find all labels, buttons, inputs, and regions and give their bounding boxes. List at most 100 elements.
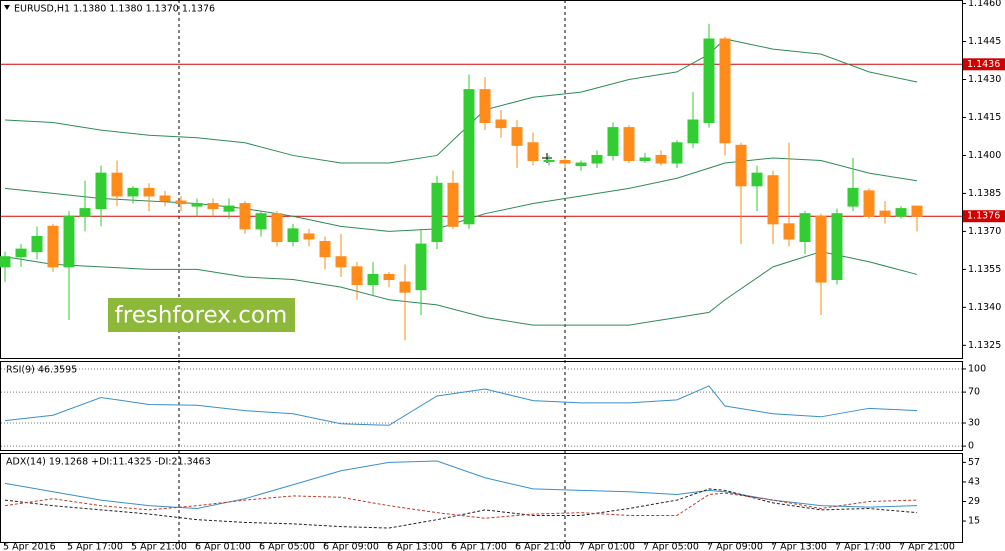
panel-title: ADX(14) 19.1268 +DI:11.4325 -DI:21.3463 [6,457,211,468]
x-tick-label: 5 Apr 21:00 [131,542,187,551]
x-tick-label: 6 Apr 21:00 [515,542,571,551]
candle-body [815,215,827,283]
candle-body [303,233,315,240]
indicator-line [4,492,918,519]
indicator-line [4,488,918,529]
candle-body [431,182,443,243]
y-tick-label: 1.1385 [968,188,1001,199]
candle-body [591,154,603,164]
candle-body [719,38,731,144]
candle-body [767,175,779,225]
candle-body [879,210,891,217]
y-tick-label: 70 [968,387,980,398]
candle-body [0,256,11,268]
y-tick-label: 30 [968,417,980,428]
indicator-line [4,385,918,426]
y-tick-label: 1.1460 [968,0,1001,9]
candle-body [607,127,619,156]
candle-body [447,182,459,227]
y-tick-label: 1.1400 [968,150,1001,161]
candle-body [543,160,555,163]
rsi-panel [0,361,963,451]
candle-body [799,213,811,243]
candle-body [655,154,667,164]
candle-body [255,213,267,230]
candle-body [639,157,651,162]
candle-body [159,195,171,202]
candle-body [671,142,683,164]
x-tick-label: 5 Apr 2016 [3,542,56,551]
x-tick-label: 6 Apr 05:00 [259,542,315,551]
candle-body [687,119,699,144]
level-label: 1.1436 [967,59,1000,70]
watermark: freshforex.com [115,303,288,329]
y-tick-label: 43 [968,476,980,487]
y-tick-label: 1.1355 [968,264,1001,275]
main-panel [0,0,963,359]
y-tick-label: 1.1325 [968,340,1001,351]
candle-body [95,172,107,210]
candle-body [751,172,763,187]
candle-body [847,187,859,207]
candle-body [895,208,907,217]
y-tick-label: 1.1430 [968,74,1001,85]
candle-body [127,187,139,197]
candle-body [207,203,219,210]
x-tick-label: 7 Apr 09:00 [707,542,763,551]
y-tick-label: 29 [968,496,980,507]
x-tick-label: 6 Apr 17:00 [451,542,507,551]
candle-body [527,142,539,162]
candle-body [511,127,523,146]
y-tick-label: 100 [968,363,986,374]
menu-triangle [4,5,10,10]
candle-body [495,119,507,129]
candle-body [623,127,635,162]
candle-body [399,281,411,293]
y-tick-label: 15 [968,516,980,527]
y-tick-label: 1.1445 [968,36,1001,47]
x-tick-label: 7 Apr 13:00 [771,542,827,551]
candle-body [175,200,187,205]
candle-body [367,273,379,286]
candle-body [575,162,587,167]
x-tick-label: 6 Apr 13:00 [387,542,443,551]
x-tick-label: 7 Apr 21:00 [899,542,955,551]
y-tick-label: 1.1415 [968,112,1001,123]
level-label: 1.1376 [967,211,1000,222]
candle-body [479,89,491,124]
candle-body [415,243,427,291]
candle-body [223,205,235,212]
indicator-line [4,251,918,326]
candle-body [143,187,155,197]
candle-body [271,213,283,243]
candle-body [783,223,795,240]
candle-body [463,89,475,225]
candle-body [559,160,571,164]
x-tick-label: 6 Apr 09:00 [323,542,379,551]
candle-body [79,208,91,217]
candle-body [287,228,299,243]
candle-body [47,225,59,268]
y-tick-label: 1.1370 [968,226,1001,237]
candle-body [735,144,747,187]
level-label-box [963,210,1005,223]
candle-body [911,205,923,217]
x-tick-label: 7 Apr 01:00 [579,542,635,551]
adx-panel [0,453,963,543]
y-tick-label: 1.1340 [968,302,1001,313]
y-tick-label: 57 [968,457,980,468]
candle-body [31,235,43,253]
x-tick-label: 7 Apr 05:00 [643,542,699,551]
candle-body [351,266,363,286]
candle-body [383,273,395,281]
candle-body [239,203,251,230]
panel-title: EURUSD,H1 1.1380 1.1380 1.1370 1.1376 [14,4,215,15]
candle-body [863,190,875,217]
x-tick-label: 7 Apr 17:00 [835,542,891,551]
candle-body [319,241,331,258]
candle-body [335,256,347,268]
candle-body [15,248,27,258]
